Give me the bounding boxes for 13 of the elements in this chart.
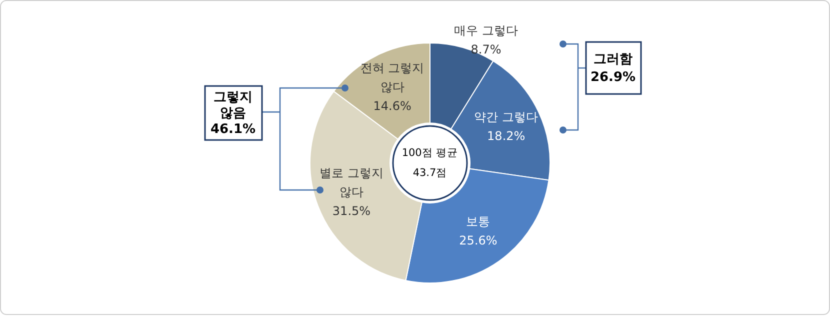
data-label: 18.2% [487, 129, 526, 144]
slice-label: 보통 [466, 214, 490, 229]
text: 그러함 26.9% [590, 52, 636, 85]
slice-label: 매우 그렇다 [454, 24, 518, 38]
data-label: 14.6% [373, 99, 412, 114]
text: 100점 평균 43.7점 [402, 146, 458, 179]
data-label: 25.6% [459, 234, 498, 248]
text: 그렇지 않음 46.1% [210, 90, 256, 137]
slice-label: 전혀 그렇지 않다 [360, 61, 424, 94]
slice-label: 약간 그렇다 [474, 110, 538, 124]
data-label: 8.7% [470, 42, 502, 57]
slice-label: 별로 그렇지 않다 [320, 166, 384, 200]
data-label: 31.5% [332, 204, 371, 218]
